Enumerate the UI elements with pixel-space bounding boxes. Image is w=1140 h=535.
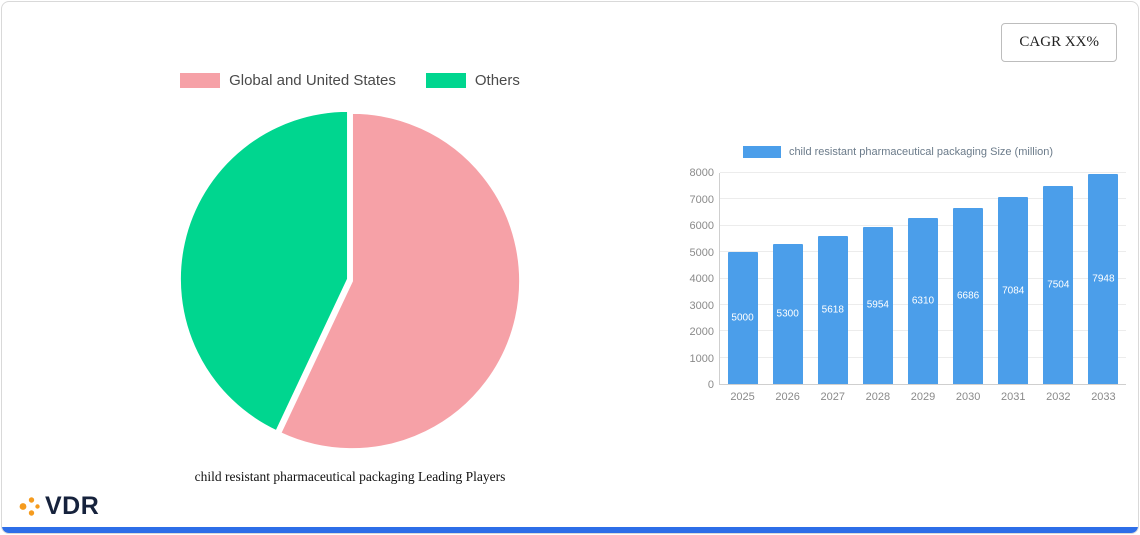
- logo-dot: [28, 497, 35, 503]
- y-tick-label: 4000: [689, 273, 714, 285]
- gridline: [720, 198, 1126, 200]
- x-tick-label: 2029: [910, 391, 936, 403]
- bar-value-label: 6686: [956, 290, 980, 302]
- pie-legend-swatch: [180, 73, 221, 88]
- cagr-button[interactable]: CAGR XX%: [1001, 23, 1117, 62]
- bar-column: 5000: [720, 173, 765, 384]
- bar-2031[interactable]: 7084: [998, 197, 1029, 384]
- bar-value-label: 5000: [731, 312, 754, 324]
- vdr-logo-text: VDR: [45, 492, 100, 520]
- y-tick-label: 1000: [689, 352, 714, 365]
- bar-legend[interactable]: child resistant pharmaceutical packaging…: [670, 146, 1126, 158]
- bar-2033[interactable]: 7948: [1088, 174, 1119, 384]
- x-tick-label: 2033: [1091, 391, 1116, 403]
- x-tick-label: 2025: [730, 391, 755, 403]
- x-tick-label: 2032: [1046, 391, 1071, 403]
- y-axis-labels: 0 1000 2000 3000 4000 5000 6000 7000 8000: [670, 167, 714, 391]
- bars: 5000 5300 5618 5954 6310 6686 7084 7504 7948: [720, 173, 1126, 384]
- bar-column: 5954: [855, 173, 900, 384]
- pie-slice-global-us[interactable]: [279, 111, 522, 451]
- pie-chart[interactable]: [172, 103, 528, 459]
- bar-value-label: 5618: [821, 304, 844, 316]
- bar-value-label: 5954: [866, 299, 889, 311]
- bar-2026[interactable]: 5300: [772, 244, 803, 384]
- pie-chart-wrap: [130, 103, 570, 459]
- bar-2025[interactable]: 5000: [727, 252, 758, 384]
- bar-column: 6310: [900, 173, 945, 384]
- bar-value-label: 7948: [1092, 273, 1115, 285]
- y-tick-label: 0: [707, 379, 714, 391]
- bar-chart: 0 1000 2000 3000 4000 5000 6000 7000 8000 5000 53…: [670, 167, 1126, 403]
- pie-legend-label: Global and United States: [229, 72, 396, 89]
- x-tick-label: 2028: [865, 391, 891, 403]
- pie-legend-label: Others: [474, 72, 520, 89]
- vdr-logo-icon: [19, 497, 40, 516]
- pie-legend: Global and United States Others: [130, 72, 570, 89]
- bar-value-label: 7504: [1047, 279, 1070, 291]
- bar-value-label: 7084: [1002, 285, 1025, 297]
- bar-2030[interactable]: 6686: [953, 207, 984, 384]
- bar-chart-section: child resistant pharmaceutical packaging…: [670, 146, 1126, 403]
- bar-column: 5618: [810, 173, 855, 384]
- logo-dot: [28, 510, 35, 516]
- pie-slice-others[interactable]: [178, 109, 350, 433]
- y-tick-label: 7000: [689, 193, 714, 206]
- bar-2032[interactable]: 7504: [1043, 186, 1074, 384]
- x-tick-label: 2031: [1000, 391, 1026, 403]
- bar-legend-swatch: [742, 146, 781, 158]
- bar-2028[interactable]: 5954: [862, 226, 893, 384]
- pie-legend-swatch: [425, 73, 466, 88]
- x-tick-label: 2030: [955, 391, 981, 403]
- pie-legend-item[interactable]: Others: [425, 72, 520, 89]
- logo-dot: [19, 503, 27, 510]
- bar-value-label: 5300: [776, 308, 799, 320]
- bar-column: 7504: [1036, 173, 1081, 384]
- bar-column: 5300: [765, 173, 810, 384]
- bar-column: 7948: [1081, 173, 1126, 384]
- y-tick-label: 6000: [689, 220, 714, 232]
- bar-value-label: 6310: [911, 295, 935, 307]
- y-tick-label: 2000: [689, 326, 714, 338]
- logo-dot: [35, 504, 40, 509]
- vdr-logo[interactable]: VDR: [18, 492, 99, 521]
- x-tick-label: 2026: [775, 391, 800, 403]
- bar-legend-label: child resistant pharmaceutical packaging…: [788, 146, 1054, 158]
- y-tick-label: 5000: [689, 246, 714, 259]
- bar-2027[interactable]: 5618: [817, 235, 848, 384]
- x-axis-labels: 2025 2026 2027 2028 2029 2030 2031 2032 2033: [720, 391, 1126, 403]
- x-tick-label: 2027: [820, 391, 846, 403]
- pie-caption: child resistant pharmaceutical packaging…: [194, 469, 506, 484]
- pie-legend-item[interactable]: Global and United States: [180, 72, 396, 89]
- pie-chart-section: Global and United States Others child res…: [130, 72, 570, 485]
- y-tick-label: 8000: [689, 167, 714, 179]
- bar-2029[interactable]: 6310: [907, 217, 938, 384]
- bar-plot-area: 5000 5300 5618 5954 6310 6686 7084 7504 7948 202…: [719, 172, 1126, 403]
- bar-column: 6686: [946, 173, 991, 384]
- gridline: [720, 172, 1126, 173]
- bottom-accent-bar: [2, 527, 1138, 533]
- y-tick-label: 3000: [689, 299, 714, 312]
- bar-column: 7084: [991, 173, 1036, 384]
